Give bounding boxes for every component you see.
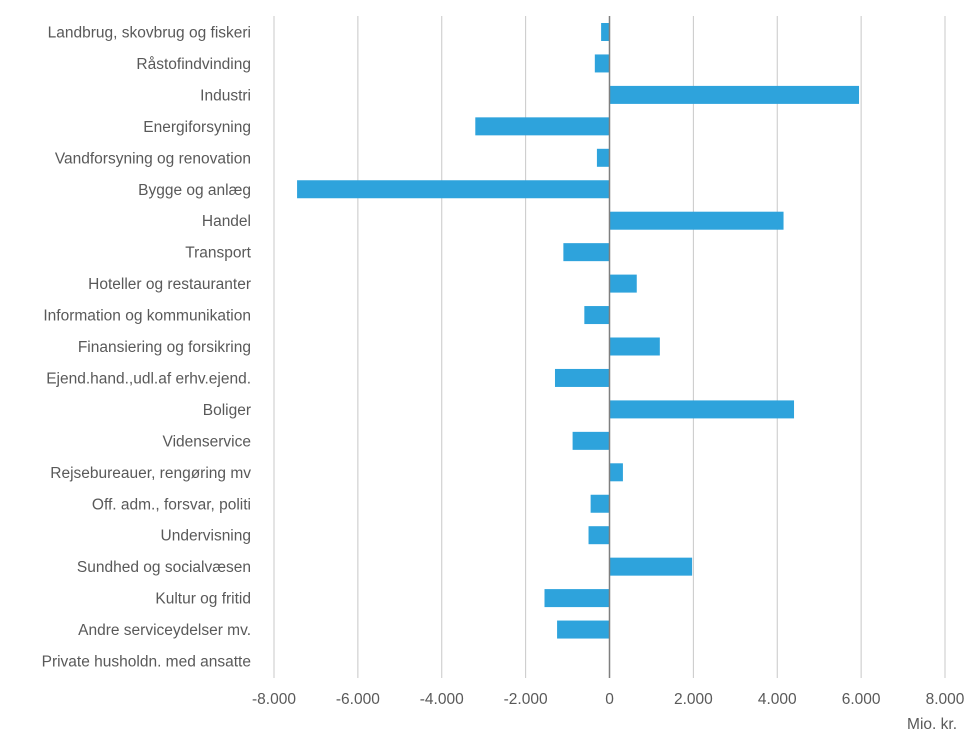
category-label: Kultur og fritid <box>155 591 251 608</box>
x-tick-label: -8.000 <box>252 691 296 708</box>
category-label: Råstofindvinding <box>136 56 251 73</box>
bar <box>584 306 610 325</box>
x-tick-label: 8.000 <box>926 691 965 708</box>
bar <box>572 431 610 450</box>
category-label: Energiforsyning <box>143 119 251 136</box>
category-label: Transport <box>185 245 251 262</box>
bar <box>601 23 610 41</box>
bar <box>609 211 784 230</box>
x-tick-label: 0 <box>605 691 614 708</box>
bar <box>557 620 610 639</box>
bar <box>475 117 610 136</box>
bar <box>609 463 623 482</box>
x-tick-label: -6.000 <box>336 691 380 708</box>
bar <box>563 243 610 262</box>
category-label: Bygge og anlæg <box>138 182 251 199</box>
bar <box>609 557 693 576</box>
bar <box>588 526 610 545</box>
category-label: Boliger <box>203 402 251 419</box>
bar <box>544 589 610 608</box>
category-labels: Landbrug, skovbrug og fiskeri Råstofindvi… <box>42 25 252 671</box>
x-tick-label: 6.000 <box>842 691 881 708</box>
category-label: Information og kommunikation <box>43 308 251 325</box>
bar <box>590 494 610 513</box>
category-label: Industri <box>200 87 251 104</box>
x-tick-labels: -8.000 -6.000 -4.000 -2.000 0 2.000 4.000 6.000… <box>252 691 965 708</box>
category-label: Off. adm., forsvar, politi <box>92 496 251 513</box>
bar <box>554 368 610 387</box>
category-label: Andre serviceydelser mv. <box>78 622 251 639</box>
category-label: Private husholdn. med ansatte <box>42 654 251 671</box>
x-tick-label: -2.000 <box>504 691 548 708</box>
category-label: Landbrug, skovbrug og fiskeri <box>48 25 251 42</box>
x-tick-label: -4.000 <box>420 691 464 708</box>
category-label: Undervisning <box>161 528 251 545</box>
category-label: Vandforsyning og renovation <box>55 150 251 167</box>
category-label: Sundhed og socialvæsen <box>77 559 251 576</box>
category-label: Handel <box>202 213 251 230</box>
category-label: Rejsebureauer, rengøring mv <box>50 465 251 482</box>
category-label: Finansiering og forsikring <box>78 339 251 356</box>
x-unit-label: Mio. kr. <box>907 716 957 733</box>
bar <box>594 54 610 73</box>
bars <box>297 23 860 639</box>
bar <box>609 337 660 356</box>
category-label: Ejend.hand.,udl.af erhv.ejend. <box>46 370 251 387</box>
bar <box>596 148 610 167</box>
bar <box>609 85 860 104</box>
x-tick-label: 4.000 <box>758 691 797 708</box>
x-tick-label: 2.000 <box>674 691 713 708</box>
category-label: Videnservice <box>163 433 251 450</box>
category-label: Hoteller og restauranter <box>88 276 251 293</box>
bar <box>609 274 637 293</box>
bar <box>297 180 610 199</box>
bar <box>609 400 795 419</box>
